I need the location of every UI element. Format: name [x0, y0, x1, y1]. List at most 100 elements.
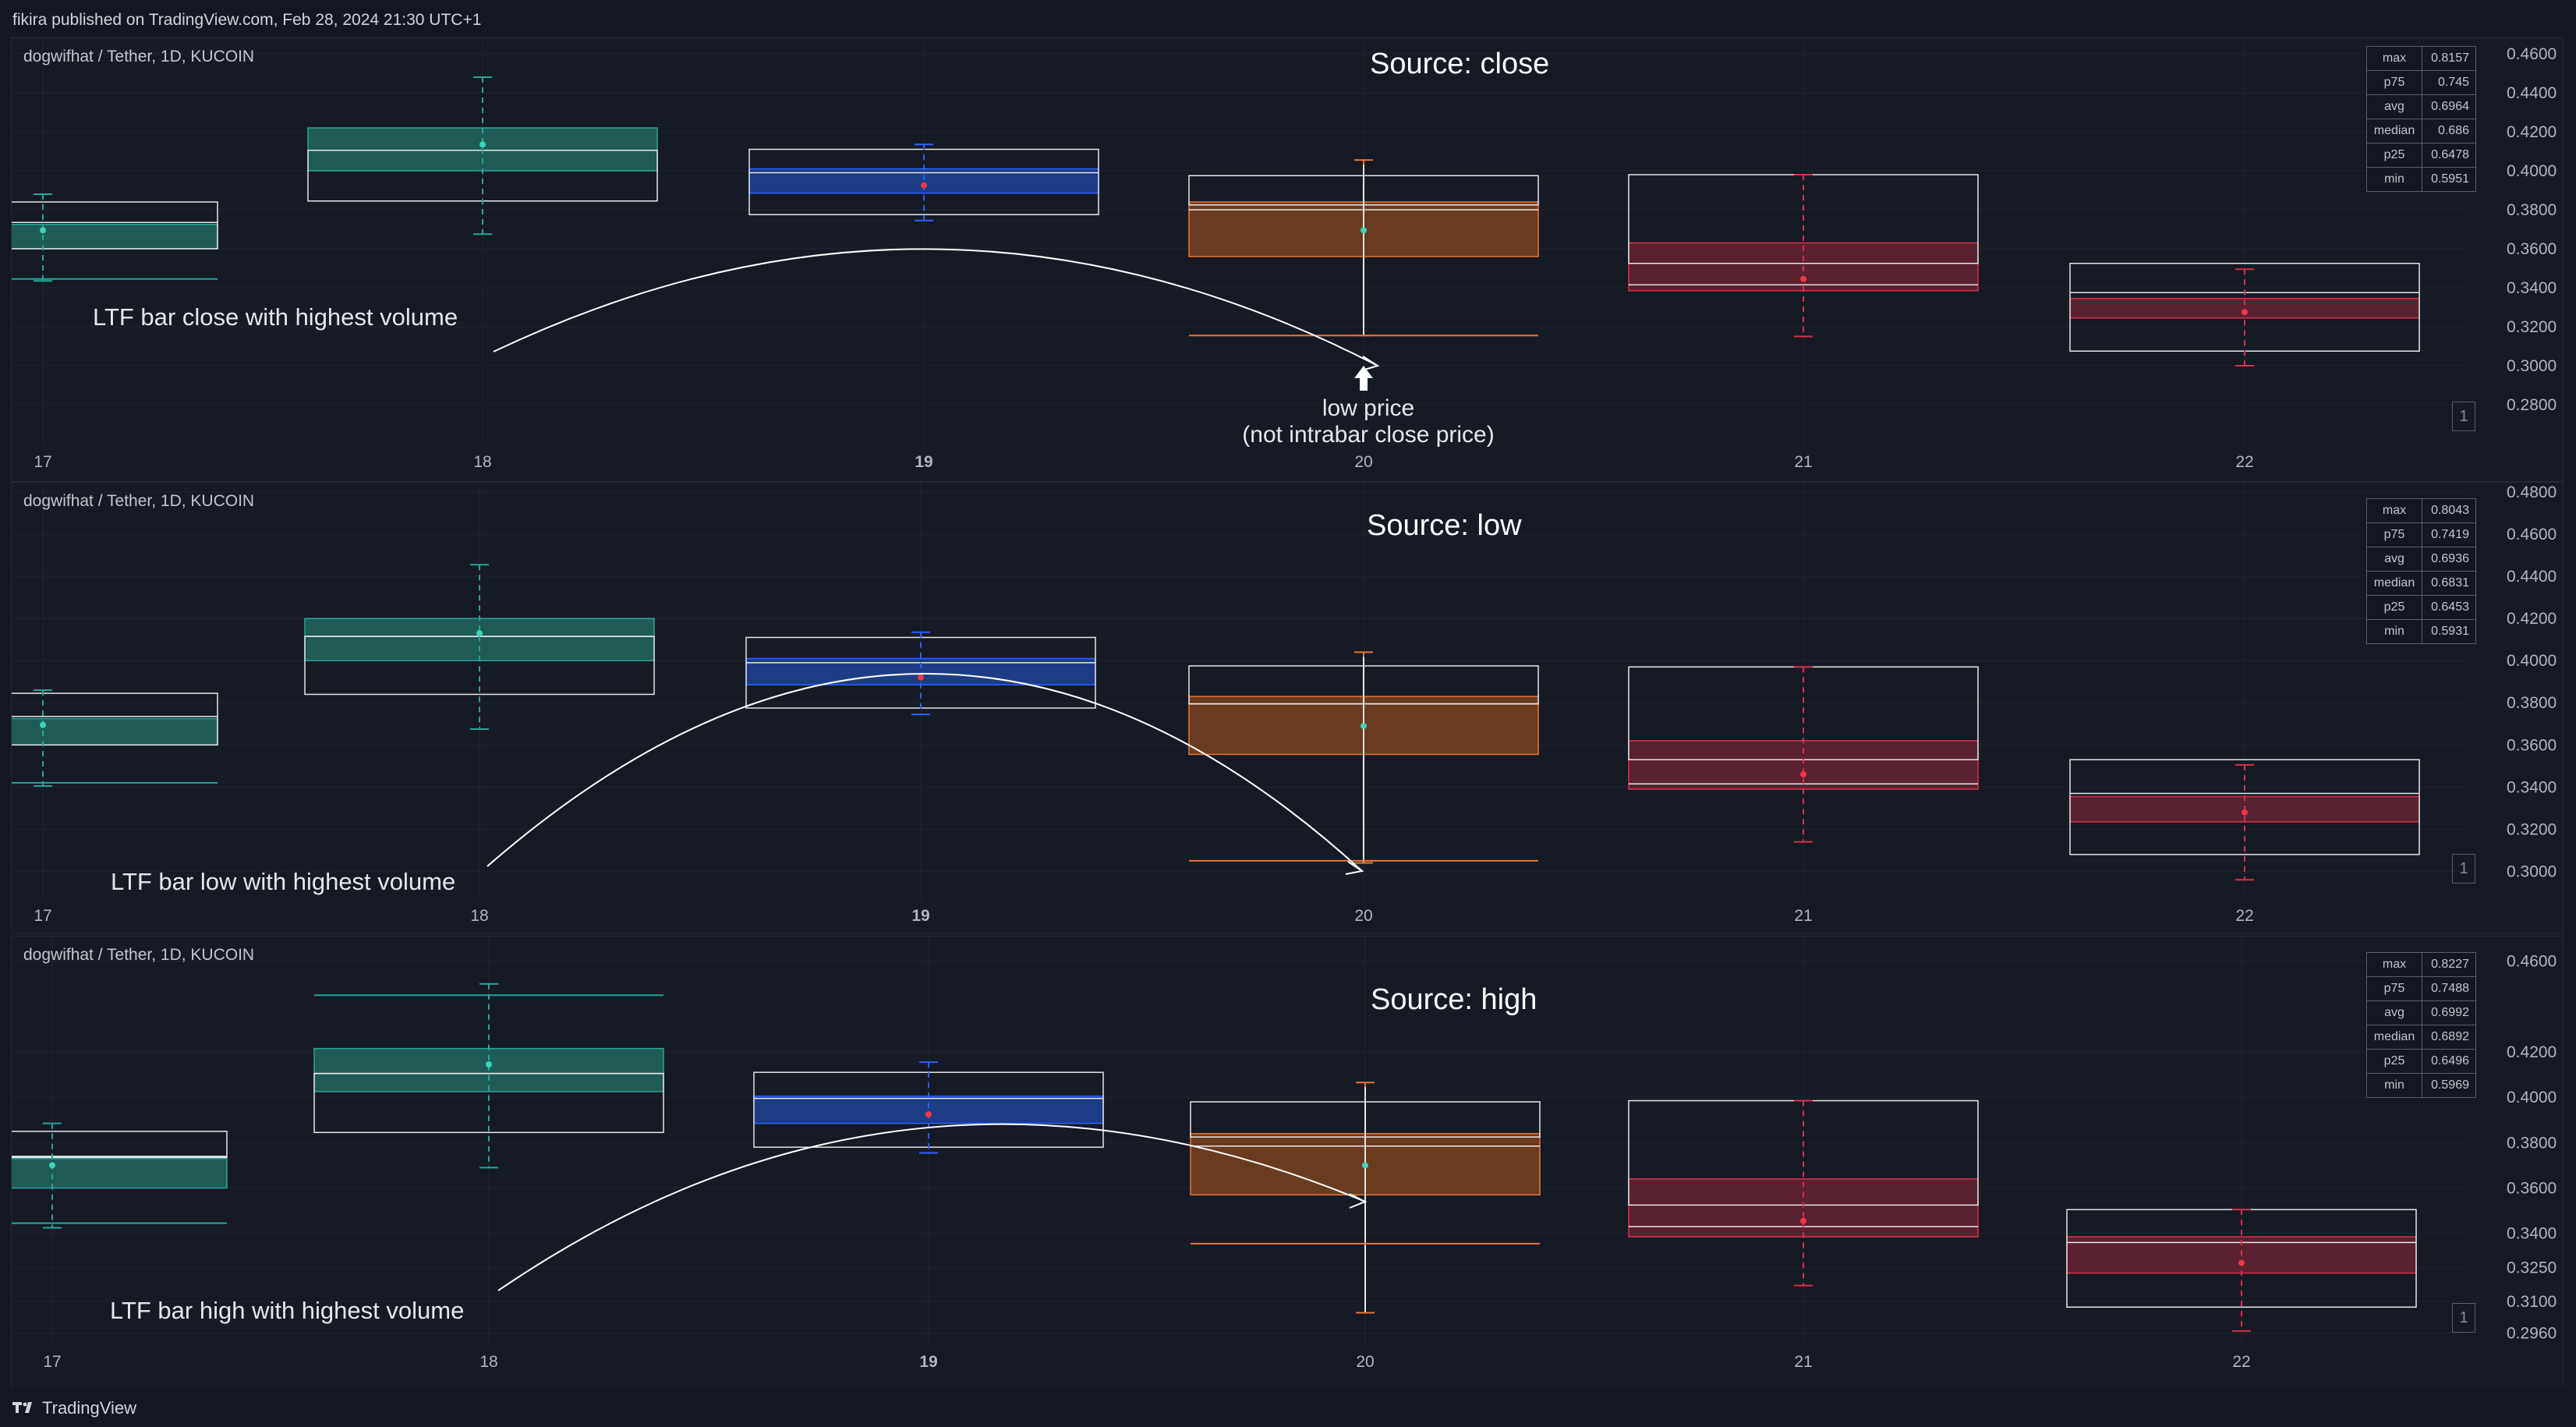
avg-marker — [2242, 309, 2248, 316]
avg-marker — [486, 1061, 492, 1068]
pane-badge[interactable]: 1 — [2452, 854, 2475, 883]
stats-value: 0.745 — [2422, 70, 2476, 95]
stats-key: p75 — [2366, 70, 2422, 95]
symbol-label: dogwifhat / Tether, 1D, KUCOIN — [23, 946, 255, 964]
x-tick-label: 21 — [1794, 907, 1812, 925]
x-tick-label: 19 — [911, 907, 929, 925]
stats-key: p75 — [2366, 522, 2422, 547]
stats-key: median — [2366, 1025, 2422, 1050]
avg-marker — [40, 227, 46, 234]
close-chart-svg: 0.4600 0.4400 0.4200 0.4000 0.3800 0.3600 0.34… — [12, 38, 2557, 471]
stats-value: 0.6892 — [2422, 1025, 2476, 1050]
avg-marker — [479, 141, 486, 148]
y-tick-label: 0.4200 — [2507, 610, 2557, 628]
chart-pane-high: 0.4600 0.4200 0.4000 0.3800 0.3600 0.3400 0.32… — [11, 936, 2564, 1388]
x-tick-label: 17 — [34, 453, 51, 471]
y-tick-label: 0.4600 — [2507, 526, 2557, 544]
footer-bar: TradingView — [0, 1386, 2576, 1427]
note-line-2: (not intrabar close price) — [1242, 422, 1495, 448]
annotation-arrow — [493, 248, 1378, 366]
bar-range-box — [2069, 759, 2420, 855]
y-tick-label: 0.4400 — [2507, 568, 2557, 586]
stats-key: p25 — [2366, 143, 2422, 168]
stats-row: max 0.8043 — [2366, 498, 2476, 523]
chart-pane-close: 0.4600 0.4400 0.4200 0.4000 0.3800 0.3600 0.34… — [11, 37, 2564, 482]
y-tick-label: 0.3400 — [2507, 778, 2557, 796]
x-tick-label: 18 — [470, 907, 488, 925]
y-tick-label: 0.4200 — [2507, 123, 2557, 141]
annotation-text: LTF bar close with highest volume — [93, 303, 458, 331]
pane-badge[interactable]: 1 — [2452, 402, 2475, 431]
stats-key: p75 — [2366, 976, 2422, 1001]
bar-range-box — [12, 1131, 228, 1159]
avg-marker — [1800, 275, 1806, 282]
stats-value: 0.5969 — [2422, 1073, 2476, 1098]
stats-row: median 0.6892 — [2366, 1025, 2476, 1050]
stats-value: 0.6936 — [2422, 547, 2476, 572]
y-tick-label: 0.4600 — [2507, 953, 2557, 971]
pane-badge[interactable]: 1 — [2452, 1303, 2475, 1333]
stats-key: avg — [2366, 94, 2422, 119]
y-tick-label: 0.3250 — [2507, 1259, 2557, 1277]
stats-value: 0.6992 — [2422, 1000, 2476, 1025]
stats-value: 0.5951 — [2422, 167, 2476, 192]
stats-value: 0.6453 — [2422, 595, 2476, 620]
stats-value: 0.6496 — [2422, 1049, 2476, 1074]
bar-body — [1628, 1178, 1979, 1238]
x-tick-label: 20 — [1354, 453, 1372, 471]
avg-marker — [921, 182, 927, 189]
stats-key: p25 — [2366, 1049, 2422, 1074]
y-tick-label: 0.3600 — [2507, 736, 2557, 754]
y-tick-label: 0.4000 — [2507, 1089, 2557, 1107]
stats-key: min — [2366, 619, 2422, 644]
x-tick-label: 19 — [919, 1353, 937, 1371]
avg-marker — [1361, 722, 1367, 729]
y-tick-label: 0.4600 — [2507, 45, 2557, 63]
stats-key: median — [2366, 571, 2422, 596]
symbol-label: dogwifhat / Tether, 1D, KUCOIN — [23, 492, 255, 510]
x-tick-label: 22 — [2235, 907, 2253, 925]
stats-row: avg 0.6964 — [2366, 94, 2476, 119]
stats-row: min 0.5951 — [2366, 167, 2476, 192]
stats-row: p75 0.7419 — [2366, 522, 2476, 547]
stats-key: avg — [2366, 1000, 2422, 1025]
y-tick-label: 0.3000 — [2507, 862, 2557, 880]
symbol-label: dogwifhat / Tether, 1D, KUCOIN — [23, 48, 255, 66]
y-tick-label: 0.3100 — [2507, 1293, 2557, 1311]
x-tick-label: 17 — [34, 907, 51, 925]
y-tick-label: 0.4000 — [2507, 162, 2557, 180]
stats-row: max 0.8157 — [2366, 46, 2476, 71]
arrow-head — [1345, 861, 1364, 875]
stats-table: max 0.8227 p75 0.7488 avg 0.6992 median 0.6892 p… — [2366, 952, 2476, 1098]
x-tick-label: 20 — [1354, 907, 1372, 925]
tradingview-logo-icon — [12, 1402, 32, 1413]
stats-value: 0.8227 — [2422, 952, 2476, 977]
stats-row: max 0.8227 — [2366, 952, 2476, 977]
x-tick-label: 18 — [473, 453, 491, 471]
x-tick-label: 22 — [2235, 453, 2253, 471]
up-arrow-icon — [1354, 366, 1373, 391]
bar-body — [12, 1157, 228, 1189]
stats-key: p25 — [2366, 595, 2422, 620]
stats-row: p25 0.6496 — [2366, 1049, 2476, 1074]
y-tick-label: 0.3000 — [2507, 357, 2557, 375]
stats-row: median 0.6831 — [2366, 571, 2476, 596]
y-tick-label: 0.4800 — [2507, 483, 2557, 501]
avg-marker — [1800, 771, 1806, 778]
stats-key: max — [2366, 498, 2422, 523]
y-tick-label: 0.4400 — [2507, 84, 2557, 102]
annotation-arrow — [487, 673, 1363, 872]
y-tick-label: 0.3800 — [2507, 201, 2557, 219]
y-tick-label: 0.3600 — [2507, 240, 2557, 258]
stats-row: avg 0.6992 — [2366, 1000, 2476, 1025]
stats-row: p75 0.745 — [2366, 70, 2476, 95]
avg-marker — [918, 674, 924, 681]
high-chart-svg: 0.4600 0.4200 0.4000 0.3800 0.3600 0.3400 0.32… — [12, 937, 2557, 1371]
stats-value: 0.5931 — [2422, 619, 2476, 644]
stats-value: 0.7419 — [2422, 522, 2476, 547]
stats-value: 0.7488 — [2422, 976, 2476, 1001]
stats-key: max — [2366, 46, 2422, 71]
x-tick-label: 21 — [1794, 1353, 1812, 1371]
stats-key: max — [2366, 952, 2422, 977]
stats-table: max 0.8157 p75 0.745 avg 0.6964 median 0.686 p25… — [2366, 46, 2476, 192]
